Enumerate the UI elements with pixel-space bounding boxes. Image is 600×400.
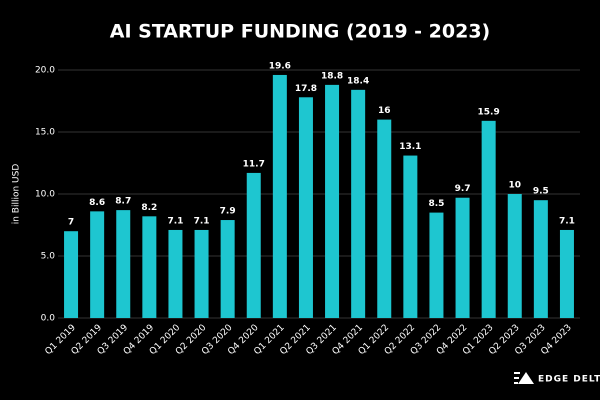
bar: [325, 84, 340, 318]
bar: [64, 231, 79, 318]
bar: [377, 119, 392, 318]
bar: [246, 172, 261, 318]
y-tick-label: 15.0: [35, 128, 55, 138]
bar: [168, 229, 183, 318]
value-label: 9.7: [455, 184, 471, 194]
logo-icon: [514, 372, 534, 384]
bar: [220, 220, 235, 318]
y-tick-label: 5.0: [41, 252, 56, 262]
bar: [142, 216, 157, 318]
logo-text: EDGE DELTA: [538, 375, 600, 385]
value-label: 11.7: [243, 159, 265, 169]
bar: [481, 120, 496, 318]
value-label: 8.5: [428, 199, 444, 209]
value-label: 7.9: [220, 207, 236, 217]
value-label: 7.1: [559, 216, 575, 226]
bar: [194, 229, 209, 318]
bar: [298, 97, 313, 318]
value-label: 18.4: [347, 76, 369, 86]
value-label: 13.1: [399, 142, 421, 152]
value-label: 8.7: [115, 197, 131, 207]
y-tick-label: 20.0: [35, 66, 55, 76]
value-label: 8.2: [141, 203, 157, 213]
y-axis-label: in Billion USD: [12, 164, 22, 225]
value-label: 8.6: [89, 198, 105, 208]
value-label: 10: [508, 181, 521, 191]
logo: EDGE DELTA: [514, 372, 600, 385]
bar: [429, 212, 444, 318]
value-label: 16: [378, 106, 391, 116]
value-label: 7.1: [167, 216, 183, 226]
value-label: 9.5: [533, 187, 549, 197]
bar: [403, 155, 418, 318]
bar: [507, 194, 522, 318]
value-label: 19.6: [269, 61, 291, 71]
y-tick-label: 0.0: [41, 314, 56, 324]
bar: [351, 89, 366, 318]
y-tick-label: 10.0: [35, 190, 55, 200]
value-label: 18.8: [321, 71, 343, 81]
bar: [533, 200, 548, 318]
chart-title: AI STARTUP FUNDING (2019 - 2023): [110, 21, 490, 43]
bar: [559, 229, 574, 318]
bar: [90, 211, 105, 318]
value-label: 7.1: [194, 216, 210, 226]
value-label: 15.9: [478, 107, 500, 117]
bar: [116, 210, 131, 318]
bar: [455, 197, 470, 318]
bar: [272, 74, 287, 319]
value-label: 17.8: [295, 84, 317, 94]
value-label: 7: [68, 218, 74, 228]
